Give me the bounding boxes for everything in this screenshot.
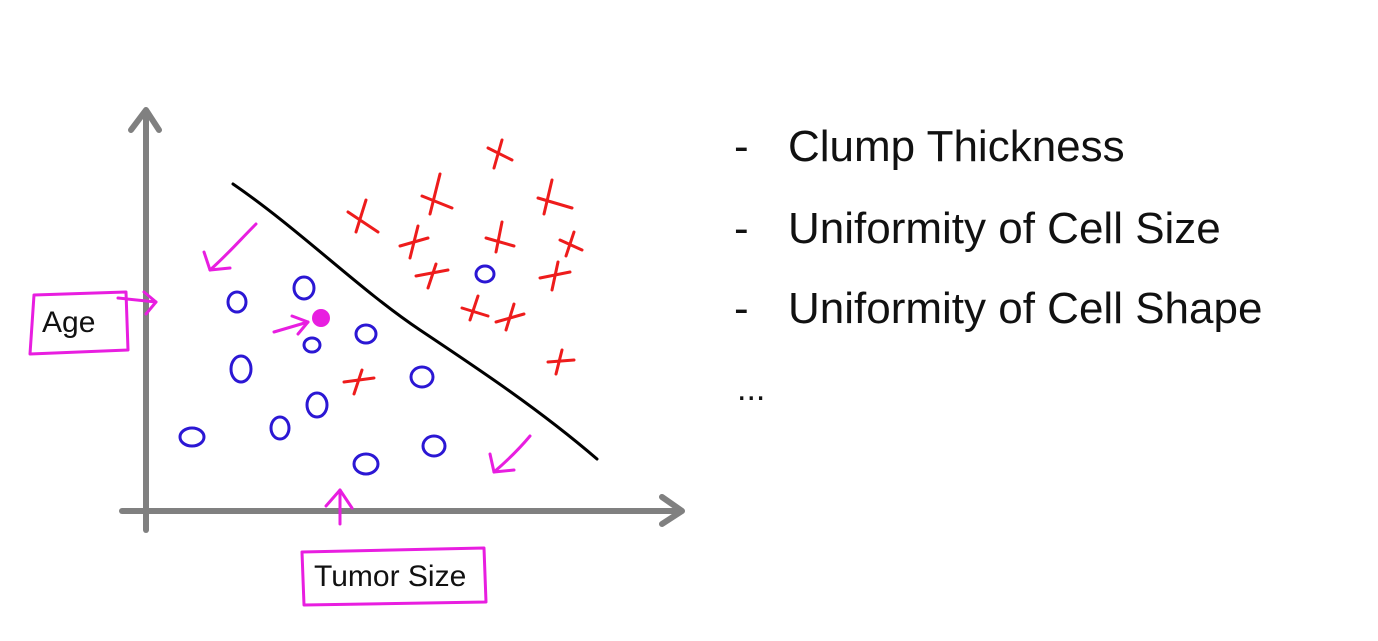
o-mark <box>474 264 496 284</box>
x-mark <box>460 294 490 322</box>
y-axis-arrowhead <box>128 107 162 133</box>
bullet-dash: - <box>734 122 749 171</box>
age-pointer-arrow <box>116 290 158 316</box>
o-mark <box>305 391 329 419</box>
o-mark <box>226 290 248 314</box>
o-mark <box>178 426 206 448</box>
tumor-label-box <box>300 546 488 607</box>
scatter-diagram <box>28 107 685 607</box>
o-mark <box>409 365 435 389</box>
x-mark <box>484 220 516 254</box>
malignant-marks <box>342 138 584 396</box>
annotations <box>28 222 532 607</box>
feature-item: - Clump Thickness <box>734 122 1125 172</box>
region-arrow-lower-right <box>488 434 532 474</box>
x-mark <box>398 224 430 260</box>
x-mark <box>546 348 576 376</box>
x-mark <box>346 198 380 234</box>
x-mark <box>414 262 450 290</box>
o-mark <box>352 452 380 476</box>
age-label-box <box>28 290 130 356</box>
x-mark <box>486 138 514 170</box>
bullet-dash: - <box>734 284 749 333</box>
feature-text: Clump Thickness <box>788 122 1125 171</box>
x-mark <box>558 230 584 258</box>
x-mark <box>342 368 376 396</box>
x-axis-label: Tumor Size <box>314 560 467 593</box>
o-mark <box>302 336 322 354</box>
more-features-ellipsis: ... <box>737 370 766 408</box>
feature-text: Uniformity of Cell Shape <box>788 284 1263 333</box>
feature-text: Uniformity of Cell Size <box>788 204 1221 253</box>
x-mark <box>494 302 526 332</box>
x-mark <box>536 178 574 216</box>
x-axis-arrowhead <box>659 494 685 527</box>
o-mark <box>354 323 378 345</box>
query-point <box>312 309 330 327</box>
o-mark <box>292 275 316 301</box>
region-arrow-upper-left <box>202 222 258 272</box>
x-mark <box>420 172 454 216</box>
benign-marks <box>178 264 496 476</box>
o-mark <box>421 434 447 458</box>
o-mark <box>229 354 253 384</box>
feature-item: - Uniformity of Cell Size <box>734 204 1221 254</box>
feature-item: - Uniformity of Cell Shape <box>734 284 1262 334</box>
o-mark <box>269 415 291 441</box>
bullet-dash: - <box>734 204 749 253</box>
query-pointer-arrow <box>272 314 310 336</box>
axes <box>119 107 685 533</box>
tumor-pointer-arrow <box>324 488 354 526</box>
x-mark <box>538 260 572 292</box>
y-axis-label: Age <box>42 306 96 339</box>
decision-boundary-line <box>231 182 599 461</box>
